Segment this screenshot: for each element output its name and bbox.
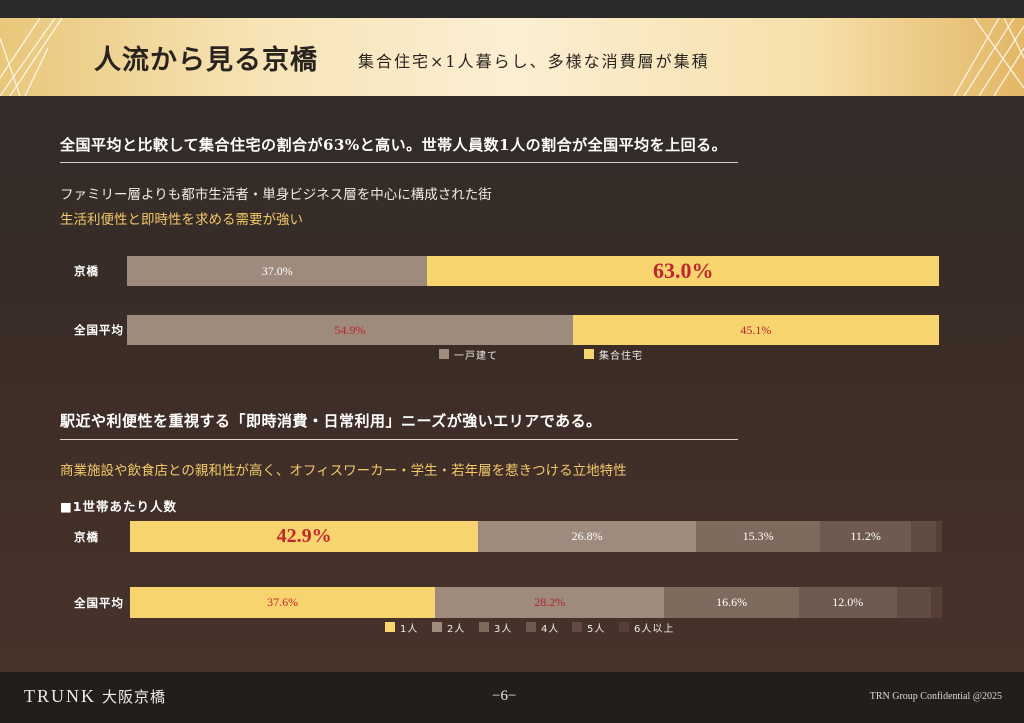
legend-item-4: 5人: [572, 620, 605, 635]
legend-label: 6人以上: [634, 623, 675, 635]
legend-label: 一戸建て: [454, 350, 498, 362]
legend-item-3: 4人: [526, 620, 559, 635]
legend-swatch: [584, 349, 594, 359]
legend-label: 集合住宅: [599, 350, 643, 362]
legend-item-0: 1人: [385, 620, 418, 635]
bar-1-3: 12.0%: [799, 587, 897, 618]
bar-1-0: 37.6%: [130, 587, 436, 618]
household-size-subheading: ■1世帯あたり人数: [60, 499, 178, 514]
footer: TRUNK 大阪京橋 −6− TRN Group Confidential @20…: [0, 672, 1024, 723]
legend-label: 3人: [494, 623, 513, 635]
legend-label: 4人: [541, 623, 560, 635]
legend-swatch: [619, 622, 629, 632]
legend-label: 5人: [587, 623, 606, 635]
bar-1-4: [896, 587, 931, 618]
legend-swatch: [385, 622, 395, 632]
brand-location: 大阪京橋: [102, 690, 167, 706]
legend-swatch: [432, 622, 442, 632]
left-line-decoration: [0, 18, 63, 96]
row-label-1: 全国平均: [74, 595, 124, 610]
bar-0-5: [935, 521, 942, 552]
brand-name: TRUNK: [24, 686, 96, 706]
legend-swatch: [526, 622, 536, 632]
bar-0-3: 11.2%: [820, 521, 912, 552]
section2-heading: 駅近や利便性を重視する「即時消費・日常利用」ニーズが強いエリアである。: [60, 412, 602, 430]
section1-heading: 全国平均と比較して集合住宅の割合が63%と高い。世帯人員数1人の割合が全国平均を…: [60, 136, 728, 154]
page-number: −6−: [492, 688, 517, 704]
top-bar: [0, 0, 1024, 18]
section1-highlight: 生活利便性と即時性を求める需要が強い: [60, 212, 303, 228]
row-label-1: 全国平均: [74, 323, 124, 337]
row-label-0: 京橋: [74, 264, 99, 278]
confidential-notice: TRN Group Confidential @2025: [869, 691, 1002, 702]
bar-0-1: 26.8%: [478, 521, 696, 552]
legend-swatch: [572, 622, 582, 632]
legend-swatch: [439, 349, 449, 359]
page-subtitle: 集合住宅×1人暮らし、多様な消費層が集積: [358, 52, 710, 71]
section1-note: ファミリー層よりも都市生活者・単身ビジネス層を中心に構成された街: [60, 187, 492, 203]
legend-label: 2人: [447, 623, 466, 635]
section1-rule: [60, 162, 738, 163]
legend-item-0: 一戸建て: [439, 347, 498, 362]
legend-swatch: [479, 622, 489, 632]
bar-1-0: 54.9%: [127, 315, 573, 345]
bar-1-2: 16.6%: [664, 587, 800, 618]
legend-item-2: 3人: [479, 620, 512, 635]
row-label-0: 京橋: [74, 529, 99, 544]
legend-item-5: 6人以上: [619, 620, 674, 635]
bar-0-2: 15.3%: [695, 521, 821, 552]
legend: 一戸建て 集合住宅: [0, 347, 1024, 362]
legend-item-1: 集合住宅: [584, 347, 643, 362]
legend: 1人 2人 3人 4人 5人 6人以上: [0, 620, 1024, 635]
section2-highlight: 商業施設や飲食店との親和性が高く、オフィスワーカー・学生・若年層を惹きつける立地…: [60, 463, 627, 479]
bar-1-1: 28.2%: [435, 587, 665, 618]
bar-0-1: 63.0%: [427, 256, 939, 286]
bar-0-0: 42.9%: [130, 521, 479, 552]
bar-0-0: 37.0%: [127, 256, 428, 286]
bar-0-4: [911, 521, 936, 552]
header-band: 人流から見る京橋 集合住宅×1人暮らし、多様な消費層が集積: [0, 18, 1024, 96]
bar-1-1: 45.1%: [572, 315, 939, 345]
section2-rule: [60, 439, 738, 440]
page-title: 人流から見る京橋: [94, 45, 318, 76]
right-line-decoration: [953, 18, 1024, 96]
bar-1-5: [930, 587, 942, 618]
footer-brand: TRUNK 大阪京橋: [24, 686, 166, 707]
legend-item-1: 2人: [432, 620, 465, 635]
legend-label: 1人: [400, 623, 419, 635]
